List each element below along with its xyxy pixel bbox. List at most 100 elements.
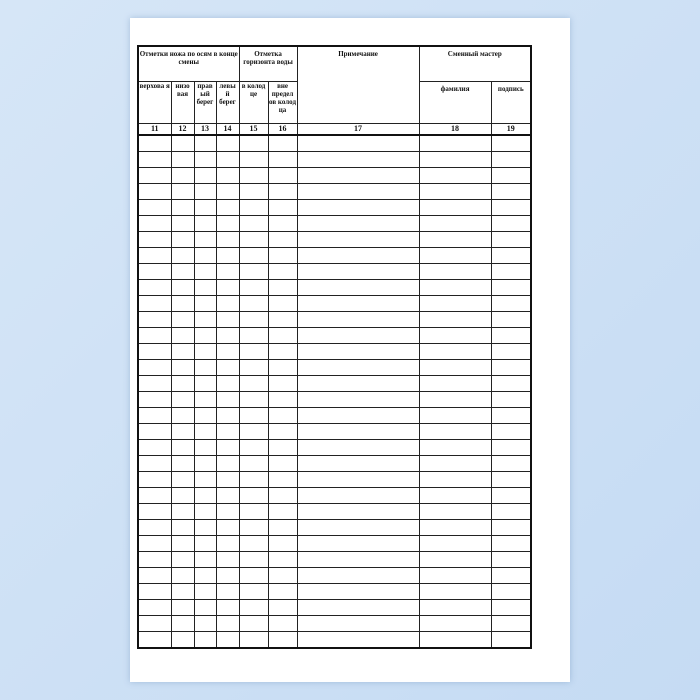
table-cell	[137, 630, 172, 648]
table-cell	[170, 342, 195, 360]
column-number: 17	[296, 122, 420, 136]
table-cell	[238, 390, 269, 408]
table-cell	[238, 358, 269, 376]
table-cell	[490, 166, 532, 184]
table-cell	[296, 390, 420, 408]
table-cell	[137, 166, 172, 184]
table-cell	[296, 294, 420, 312]
table-cell	[238, 486, 269, 504]
table-cell	[267, 534, 298, 552]
table-cell	[137, 566, 172, 584]
table-cell	[267, 422, 298, 440]
table-cell	[170, 230, 195, 248]
table-cell	[170, 454, 195, 472]
column-number: 12	[170, 122, 195, 136]
table-cell	[137, 294, 172, 312]
table-cell	[296, 358, 420, 376]
table-cell	[193, 310, 217, 328]
table-cell	[267, 502, 298, 520]
table-cell	[215, 502, 240, 520]
table-row	[137, 310, 532, 328]
table-cell	[296, 166, 420, 184]
table-cell	[490, 470, 532, 488]
table-cell	[267, 166, 298, 184]
table-cell	[267, 150, 298, 168]
table-cell	[267, 486, 298, 504]
table-cell	[267, 566, 298, 584]
table-cell	[193, 438, 217, 456]
table-row	[137, 358, 532, 376]
table-cell	[170, 182, 195, 200]
header-water-level: Отметка горизонта воды	[238, 45, 298, 82]
table-cell	[296, 310, 420, 328]
table-cell	[267, 518, 298, 536]
table-cell	[490, 406, 532, 424]
table-row	[137, 406, 532, 424]
table-cell	[267, 550, 298, 568]
table-cell	[215, 582, 240, 600]
table-cell	[170, 374, 195, 392]
table-row	[137, 230, 532, 248]
table-cell	[418, 534, 492, 552]
table-cell	[170, 390, 195, 408]
table-cell	[490, 454, 532, 472]
table-cell	[170, 582, 195, 600]
table-cell	[267, 598, 298, 616]
table-cell	[267, 390, 298, 408]
table-cell	[193, 598, 217, 616]
table-cell	[215, 374, 240, 392]
header-in-well: в колод це	[238, 80, 269, 124]
table-cell	[238, 566, 269, 584]
table-cell	[215, 262, 240, 280]
table-cell	[296, 262, 420, 280]
table-row	[137, 470, 532, 488]
table-cell	[267, 358, 298, 376]
table-cell	[137, 310, 172, 328]
table-cell	[418, 326, 492, 344]
table-cell	[238, 262, 269, 280]
table-cell	[267, 182, 298, 200]
table-row	[137, 326, 532, 344]
table-row	[137, 150, 532, 168]
table-cell	[296, 326, 420, 344]
table-cell	[215, 166, 240, 184]
table-cell	[490, 150, 532, 168]
table-cell	[267, 246, 298, 264]
table-cell	[215, 470, 240, 488]
table-cell	[418, 358, 492, 376]
table-cell	[267, 262, 298, 280]
table-cell	[490, 502, 532, 520]
table-cell	[193, 566, 217, 584]
table-cell	[418, 198, 492, 216]
document-page: Отметки ножа по осям в конце смены Отмет…	[130, 18, 570, 682]
table-cell	[296, 246, 420, 264]
table-cell	[238, 294, 269, 312]
table-cell	[215, 406, 240, 424]
table-cell	[296, 342, 420, 360]
table-cell	[418, 486, 492, 504]
table-cell	[215, 278, 240, 296]
table-cell	[215, 150, 240, 168]
table-cell	[490, 390, 532, 408]
table-cell	[215, 534, 240, 552]
table-cell	[490, 518, 532, 536]
table-cell	[215, 246, 240, 264]
table-row	[137, 502, 532, 520]
table-cell	[418, 374, 492, 392]
table-cell	[137, 214, 172, 232]
table-cell	[418, 630, 492, 648]
table-cell	[238, 502, 269, 520]
column-number: 18	[418, 122, 492, 136]
table-cell	[490, 614, 532, 632]
table-row	[137, 486, 532, 504]
column-number: 14	[215, 122, 240, 136]
table-cell	[193, 278, 217, 296]
header-upper: верхова я	[137, 80, 172, 124]
table-cell	[267, 342, 298, 360]
table-cell	[193, 342, 217, 360]
table-cell	[193, 246, 217, 264]
table-cell	[418, 214, 492, 232]
table-cell	[193, 470, 217, 488]
table-cell	[490, 230, 532, 248]
table-cell	[296, 278, 420, 296]
